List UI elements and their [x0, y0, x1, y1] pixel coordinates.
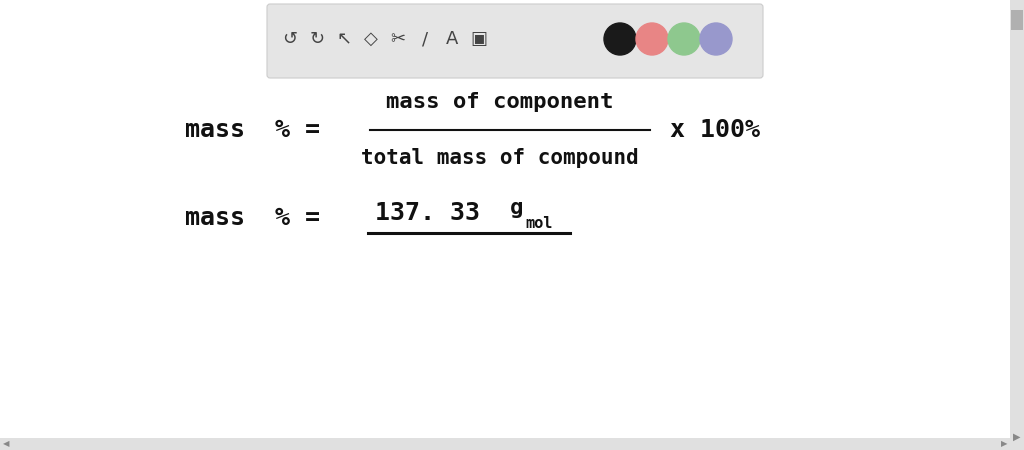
Text: mass  % =: mass % =	[185, 118, 319, 142]
Text: /: /	[422, 30, 428, 48]
Circle shape	[604, 23, 636, 55]
Text: ↻: ↻	[309, 30, 325, 48]
Circle shape	[668, 23, 700, 55]
Text: ◀: ◀	[3, 440, 9, 449]
Text: ▶: ▶	[1014, 432, 1021, 442]
Bar	[1010, 0, 1024, 450]
Text: mass of component: mass of component	[386, 92, 613, 112]
Text: ↺: ↺	[283, 30, 298, 48]
Text: mol: mol	[525, 216, 552, 230]
Text: ↖: ↖	[337, 30, 351, 48]
Text: A: A	[445, 30, 458, 48]
Circle shape	[700, 23, 732, 55]
Text: ▶: ▶	[1000, 440, 1008, 449]
Bar	[0, 438, 1010, 450]
Text: total mass of compound: total mass of compound	[361, 148, 639, 168]
Text: ✂: ✂	[390, 30, 406, 48]
FancyBboxPatch shape	[267, 4, 763, 78]
Text: g: g	[510, 198, 523, 218]
Text: x 100%: x 100%	[670, 118, 760, 142]
Bar	[1011, 10, 1023, 30]
Text: 137. 33: 137. 33	[375, 201, 495, 225]
Text: mass  % =: mass % =	[185, 206, 319, 230]
Text: ▣: ▣	[470, 30, 487, 48]
Circle shape	[636, 23, 668, 55]
Text: ◇: ◇	[365, 30, 378, 48]
